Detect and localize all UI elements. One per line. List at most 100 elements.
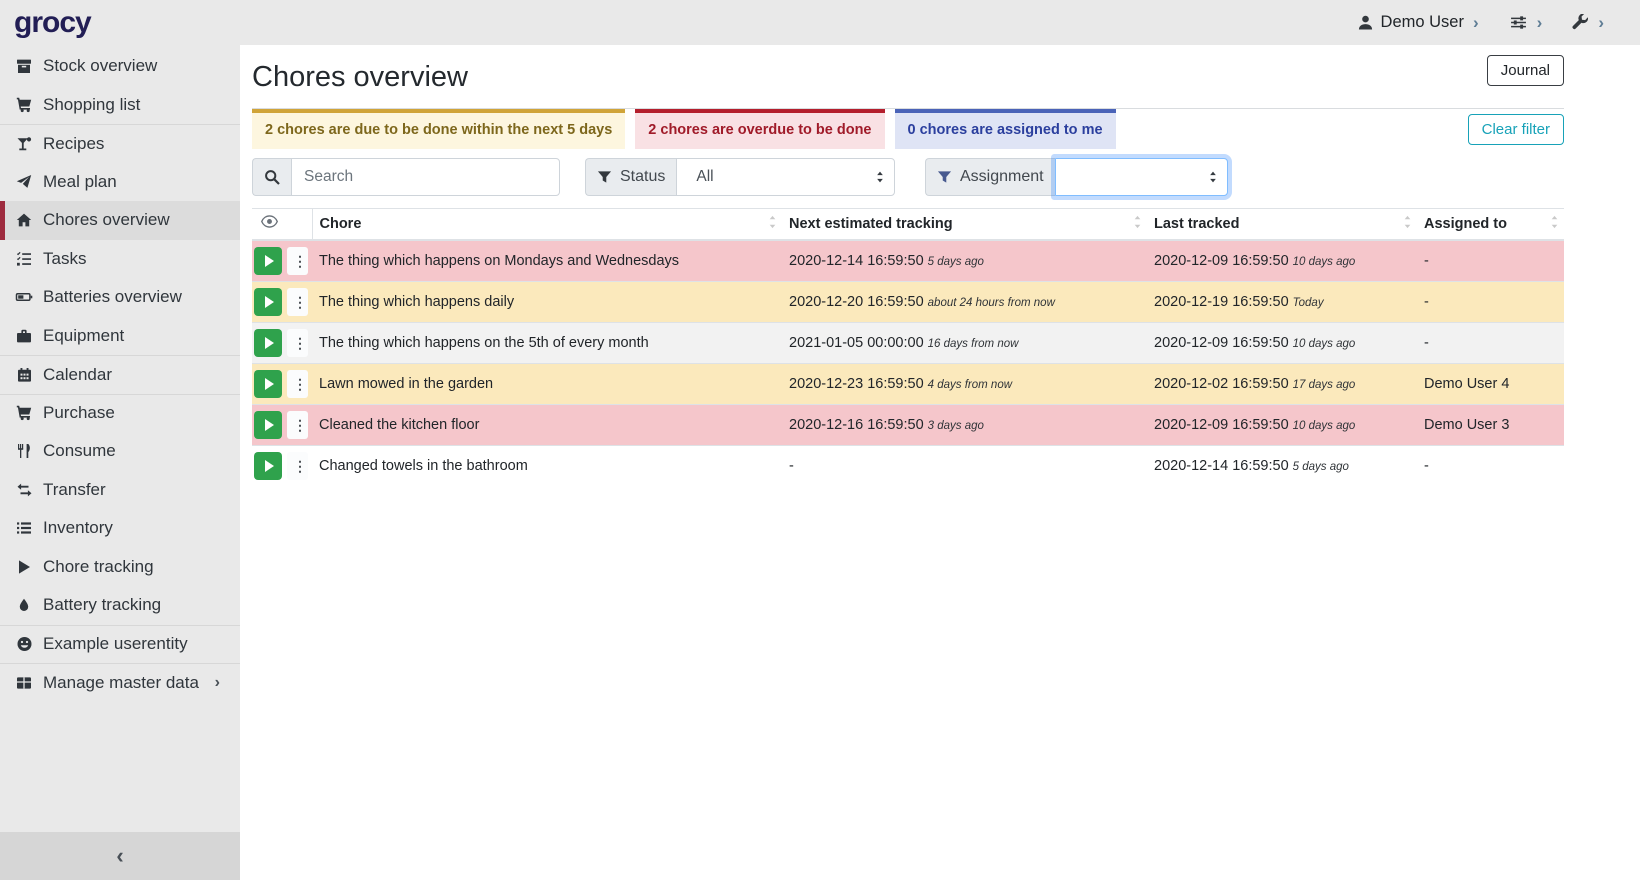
search-icon xyxy=(252,158,291,196)
last-tracked-date: 2020-12-19 16:59:50 xyxy=(1154,294,1289,310)
sidebar-item-consume[interactable]: Consume xyxy=(0,432,240,471)
admin-menu[interactable]: › xyxy=(1572,14,1604,31)
sidebar-item-chore-tracking[interactable]: Chore tracking xyxy=(0,548,240,587)
overdue-banner[interactable]: 2 chores are overdue to be done xyxy=(635,109,885,149)
user-menu[interactable]: Demo User › xyxy=(1357,13,1479,32)
sliders-icon xyxy=(1509,14,1528,31)
chore-name-cell: The thing which happens daily xyxy=(312,281,782,323)
sort-icon xyxy=(1402,215,1413,233)
sidebar-item-transfer[interactable]: Transfer xyxy=(0,471,240,510)
sidebar-item-battery-tracking[interactable]: Battery tracking xyxy=(0,586,240,625)
sidebar-item-manage-master-data[interactable]: Manage master data › xyxy=(0,663,240,702)
next-tracking-cell: 2020-12-14 16:59:50 5 days ago xyxy=(782,239,1147,282)
status-select[interactable]: All xyxy=(676,158,895,196)
ellipsis-vertical-icon: ⋮ xyxy=(293,335,307,351)
table-header-row: Chore Next estimated tracking Last track… xyxy=(252,208,1564,241)
column-header-assigned-to[interactable]: Assigned to xyxy=(1417,208,1564,241)
next-tracking-date: 2020-12-20 16:59:50 xyxy=(789,294,924,310)
clear-filter-button[interactable]: Clear filter xyxy=(1467,113,1564,145)
sidebar-item-purchase[interactable]: Purchase xyxy=(0,393,240,433)
sidebar-item-equipment[interactable]: Equipment xyxy=(0,317,240,356)
sidebar-collapse-button[interactable]: ‹ xyxy=(0,832,240,880)
grocy-logo[interactable]: grocy xyxy=(14,5,92,39)
journal-button[interactable]: Journal xyxy=(1486,55,1564,86)
battery-icon xyxy=(14,289,34,305)
chore-name-cell: The thing which happens on the 5th of ev… xyxy=(312,322,782,364)
ellipsis-vertical-icon: ⋮ xyxy=(293,376,307,392)
cart-icon xyxy=(14,405,34,421)
list-icon xyxy=(14,520,34,536)
visibility-column-header[interactable] xyxy=(252,208,313,241)
sidebar-item-chores-overview[interactable]: Chores overview xyxy=(0,201,240,240)
sidebar-item-recipes[interactable]: Recipes xyxy=(0,124,240,163)
chores-table: Chore Next estimated tracking Last track… xyxy=(252,208,1564,486)
next-tracking-relative: 4 days from now xyxy=(927,379,1013,391)
status-banner-row: 2 chores are due to be done within the n… xyxy=(252,109,1564,149)
table-icon xyxy=(14,675,34,691)
search-input[interactable] xyxy=(291,158,560,196)
sidebar-item-example-userentity[interactable]: Example userentity xyxy=(0,624,240,664)
row-menu-button[interactable]: ⋮ xyxy=(287,411,308,439)
table-row: ⋮ The thing which happens on Mondays and … xyxy=(252,239,1564,282)
logo-area: grocy xyxy=(0,0,240,45)
track-chore-execution-button[interactable] xyxy=(254,288,282,316)
sidebar-item-inventory[interactable]: Inventory xyxy=(0,509,240,548)
assigned-to-cell: Demo User 3 xyxy=(1417,404,1564,446)
last-tracked-cell: 2020-12-09 16:59:50 10 days ago xyxy=(1147,322,1417,364)
next-tracking-relative: about 24 hours from now xyxy=(927,297,1055,309)
row-menu-button[interactable]: ⋮ xyxy=(287,370,308,398)
track-chore-execution-button[interactable] xyxy=(254,329,282,357)
filter-icon xyxy=(937,170,952,185)
next-tracking-date: 2020-12-16 16:59:50 xyxy=(789,417,924,433)
ellipsis-vertical-icon: ⋮ xyxy=(293,294,307,310)
next-tracking-cell: 2020-12-20 16:59:50 about 24 hours from n… xyxy=(782,281,1147,323)
table-row: ⋮ Cleaned the kitchen floor 2020-12-16 16:… xyxy=(252,404,1564,446)
sidebar-item-shopping-list[interactable]: Shopping list xyxy=(0,86,240,125)
filter-icon xyxy=(597,170,612,185)
last-tracked-relative: 17 days ago xyxy=(1292,379,1356,391)
track-chore-execution-button[interactable] xyxy=(254,247,282,275)
column-header-next-tracking[interactable]: Next estimated tracking xyxy=(782,208,1147,241)
last-tracked-cell: 2020-12-09 16:59:50 10 days ago xyxy=(1147,239,1417,282)
sidebar-item-meal-plan[interactable]: Meal plan xyxy=(0,163,240,202)
next-tracking-date: 2020-12-14 16:59:50 xyxy=(789,253,924,269)
row-menu-button[interactable]: ⋮ xyxy=(287,247,308,275)
next-tracking-relative: 16 days from now xyxy=(927,338,1019,350)
column-header-chore[interactable]: Chore xyxy=(312,208,782,241)
sidebar-item-calendar[interactable]: Calendar xyxy=(0,355,240,394)
track-chore-execution-button[interactable] xyxy=(254,452,282,480)
row-actions-cell: ⋮ xyxy=(252,363,312,405)
chevron-right-icon: › xyxy=(1598,13,1604,32)
due-soon-banner[interactable]: 2 chores are due to be done within the n… xyxy=(252,109,626,149)
drop-icon xyxy=(14,597,34,613)
assigned-to-me-banner[interactable]: 0 chores are assigned to me xyxy=(894,109,1116,149)
column-header-last-tracked[interactable]: Last tracked xyxy=(1147,208,1417,241)
last-tracked-cell: 2020-12-19 16:59:50 Today xyxy=(1147,281,1417,323)
toolbox-icon xyxy=(14,328,34,344)
chores-table-body: ⋮ The thing which happens on Mondays and … xyxy=(252,239,1564,486)
last-tracked-relative: 10 days ago xyxy=(1292,338,1356,350)
track-chore-execution-button[interactable] xyxy=(254,370,282,398)
chevron-right-icon: › xyxy=(214,673,220,691)
last-tracked-relative: 10 days ago xyxy=(1292,420,1356,432)
row-menu-button[interactable]: ⋮ xyxy=(287,452,308,480)
sidebar-item-batteries-overview[interactable]: Batteries overview xyxy=(0,278,240,317)
last-tracked-relative: 5 days ago xyxy=(1292,461,1349,473)
sidebar-item-tasks[interactable]: Tasks xyxy=(0,240,240,279)
play-icon xyxy=(265,460,274,472)
chevron-right-icon: › xyxy=(1536,13,1543,32)
table-row: ⋮ Lawn mowed in the garden 2020-12-23 16:5… xyxy=(252,363,1564,405)
play-icon xyxy=(265,255,274,267)
settings-menu[interactable]: › xyxy=(1509,13,1543,32)
track-chore-execution-button[interactable] xyxy=(254,411,282,439)
status-filter-label: Status xyxy=(620,168,666,185)
sidebar-item-stock-overview[interactable]: Stock overview xyxy=(0,47,240,86)
next-tracking-relative: 5 days ago xyxy=(927,256,984,268)
play-icon xyxy=(265,337,274,349)
assignment-select[interactable] xyxy=(1054,158,1228,196)
row-menu-button[interactable]: ⋮ xyxy=(287,288,308,316)
row-menu-button[interactable]: ⋮ xyxy=(287,329,308,357)
last-tracked-date: 2020-12-02 16:59:50 xyxy=(1154,376,1289,392)
next-tracking-cell: 2020-12-16 16:59:50 3 days ago xyxy=(782,404,1147,446)
